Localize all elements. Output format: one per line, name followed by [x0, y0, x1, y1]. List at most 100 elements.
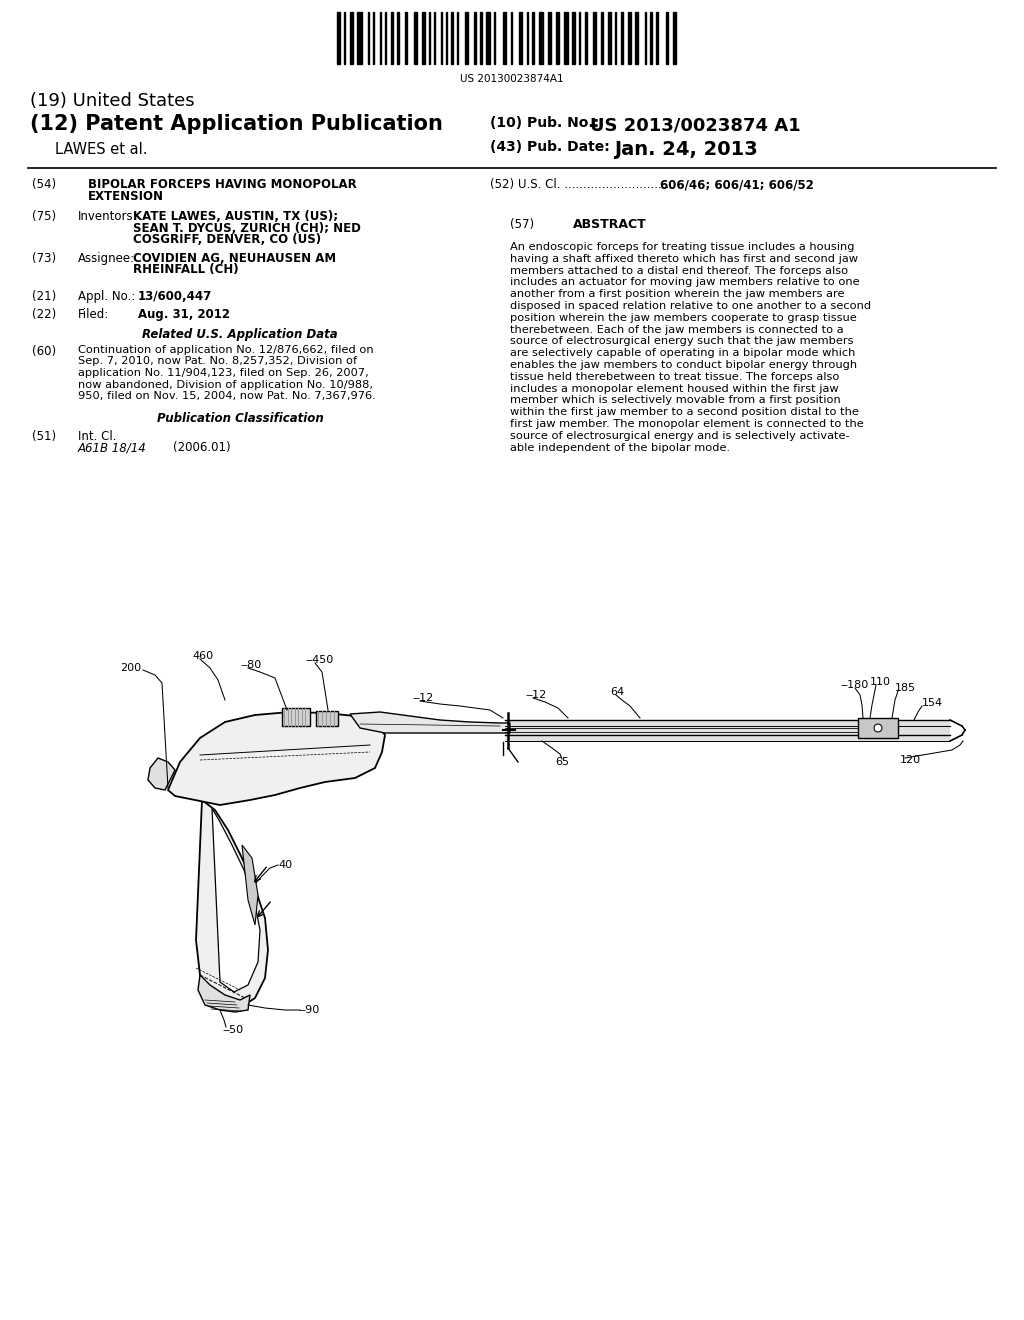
- Bar: [548, 12, 551, 63]
- Bar: [601, 12, 603, 63]
- Text: (54): (54): [32, 178, 56, 191]
- Bar: [503, 12, 506, 63]
- Text: 154: 154: [922, 698, 943, 708]
- Text: ‒12: ‒12: [525, 690, 546, 700]
- Bar: [532, 12, 534, 63]
- Bar: [586, 12, 587, 63]
- Text: U.S. Cl. .............................: U.S. Cl. .............................: [518, 178, 673, 191]
- Text: KATE LAWES, AUSTIN, TX (US);: KATE LAWES, AUSTIN, TX (US);: [133, 210, 338, 223]
- Text: ‒180: ‒180: [840, 680, 868, 690]
- Text: US 2013/0023874 A1: US 2013/0023874 A1: [590, 116, 801, 135]
- Bar: [474, 12, 476, 63]
- Text: source of electrosurgical energy such that the jaw members: source of electrosurgical energy such th…: [510, 337, 853, 346]
- Bar: [396, 12, 399, 63]
- Text: US 20130023874A1: US 20130023874A1: [460, 74, 564, 84]
- Text: A61B 18/14: A61B 18/14: [78, 441, 146, 454]
- Text: Jan. 24, 2013: Jan. 24, 2013: [614, 140, 758, 158]
- Text: (10) Pub. No.:: (10) Pub. No.:: [490, 116, 599, 129]
- Text: therebetween. Each of the jaw members is connected to a: therebetween. Each of the jaw members is…: [510, 325, 844, 334]
- Text: member which is selectively movable from a first position: member which is selectively movable from…: [510, 396, 841, 405]
- Text: 65: 65: [555, 756, 569, 767]
- Text: 13/600,447: 13/600,447: [138, 290, 212, 304]
- Text: first jaw member. The monopolar element is connected to the: first jaw member. The monopolar element …: [510, 418, 864, 429]
- Text: Filed:: Filed:: [78, 308, 110, 321]
- Text: (57): (57): [510, 218, 535, 231]
- Text: ‒50: ‒50: [222, 1026, 243, 1035]
- Bar: [480, 12, 481, 63]
- Polygon shape: [505, 719, 950, 741]
- Bar: [350, 12, 353, 63]
- Text: (12) Patent Application Publication: (12) Patent Application Publication: [30, 114, 442, 135]
- Text: Publication Classification: Publication Classification: [157, 412, 324, 425]
- Text: Continuation of application No. 12/876,662, filed on: Continuation of application No. 12/876,6…: [78, 345, 374, 355]
- Bar: [445, 12, 447, 63]
- Text: are selectively capable of operating in a bipolar mode which: are selectively capable of operating in …: [510, 348, 855, 358]
- Bar: [457, 12, 458, 63]
- Polygon shape: [858, 718, 898, 738]
- Polygon shape: [212, 808, 260, 993]
- Text: (2006.01): (2006.01): [173, 441, 230, 454]
- Text: An endoscopic forceps for treating tissue includes a housing: An endoscopic forceps for treating tissu…: [510, 242, 854, 252]
- Text: (60): (60): [32, 345, 56, 358]
- Bar: [635, 12, 639, 63]
- Bar: [391, 12, 393, 63]
- Text: ‒90: ‒90: [298, 1005, 319, 1015]
- Polygon shape: [282, 708, 310, 726]
- Bar: [485, 12, 489, 63]
- Text: (73): (73): [32, 252, 56, 265]
- Text: 950, filed on Nov. 15, 2004, now Pat. No. 7,367,976.: 950, filed on Nov. 15, 2004, now Pat. No…: [78, 391, 376, 401]
- Polygon shape: [350, 711, 510, 733]
- Text: Sep. 7, 2010, now Pat. No. 8,257,352, Division of: Sep. 7, 2010, now Pat. No. 8,257,352, Di…: [78, 356, 357, 367]
- Bar: [465, 12, 469, 63]
- Text: 606/46; 606/41; 606/52: 606/46; 606/41; 606/52: [660, 178, 814, 191]
- Bar: [368, 12, 369, 63]
- Text: enables the jaw members to conduct bipolar energy through: enables the jaw members to conduct bipol…: [510, 360, 857, 370]
- Bar: [650, 12, 651, 63]
- Bar: [527, 12, 528, 63]
- Text: (19) United States: (19) United States: [30, 92, 195, 110]
- Text: SEAN T. DYCUS, ZURICH (CH); NED: SEAN T. DYCUS, ZURICH (CH); NED: [133, 222, 360, 235]
- Text: ‒12: ‒12: [412, 693, 433, 704]
- Text: 64: 64: [610, 686, 624, 697]
- Text: (51): (51): [32, 430, 56, 444]
- Text: members attached to a distal end thereof. The forceps also: members attached to a distal end thereof…: [510, 265, 848, 276]
- Text: LAWES et al.: LAWES et al.: [55, 143, 147, 157]
- Text: Inventors:: Inventors:: [78, 210, 137, 223]
- Bar: [572, 12, 574, 63]
- Text: includes an actuator for moving jaw members relative to one: includes an actuator for moving jaw memb…: [510, 277, 859, 288]
- Text: tissue held therebetween to treat tissue. The forceps also: tissue held therebetween to treat tissue…: [510, 372, 840, 381]
- Circle shape: [874, 723, 882, 733]
- Bar: [673, 12, 676, 63]
- Text: BIPOLAR FORCEPS HAVING MONOPOLAR: BIPOLAR FORCEPS HAVING MONOPOLAR: [88, 178, 356, 191]
- Bar: [645, 12, 646, 63]
- Text: 200: 200: [120, 663, 141, 673]
- Bar: [539, 12, 543, 63]
- Text: (21): (21): [32, 290, 56, 304]
- Text: Appl. No.:: Appl. No.:: [78, 290, 135, 304]
- Text: includes a monopolar element housed within the first jaw: includes a monopolar element housed with…: [510, 384, 839, 393]
- Text: (43) Pub. Date:: (43) Pub. Date:: [490, 140, 609, 154]
- Bar: [344, 12, 345, 63]
- Bar: [655, 12, 658, 63]
- Bar: [380, 12, 381, 63]
- Bar: [452, 12, 453, 63]
- Bar: [434, 12, 435, 63]
- Text: now abandoned, Division of application No. 10/988,: now abandoned, Division of application N…: [78, 380, 373, 389]
- Polygon shape: [242, 845, 258, 925]
- Bar: [519, 12, 521, 63]
- Text: source of electrosurgical energy and is selectively activate-: source of electrosurgical energy and is …: [510, 430, 850, 441]
- Text: within the first jaw member to a second position distal to the: within the first jaw member to a second …: [510, 407, 859, 417]
- Text: having a shaft affixed thereto which has first and second jaw: having a shaft affixed thereto which has…: [510, 253, 858, 264]
- Text: COSGRIFF, DENVER, CO (US): COSGRIFF, DENVER, CO (US): [133, 234, 322, 246]
- Bar: [404, 12, 408, 63]
- Bar: [440, 12, 442, 63]
- Bar: [429, 12, 430, 63]
- Text: disposed in spaced relation relative to one another to a second: disposed in spaced relation relative to …: [510, 301, 871, 312]
- Text: another from a first position wherein the jaw members are: another from a first position wherein th…: [510, 289, 845, 300]
- Bar: [608, 12, 610, 63]
- Bar: [414, 12, 417, 63]
- Bar: [614, 12, 615, 63]
- Text: ‒80: ‒80: [240, 660, 261, 671]
- Polygon shape: [198, 975, 250, 1012]
- Text: (75): (75): [32, 210, 56, 223]
